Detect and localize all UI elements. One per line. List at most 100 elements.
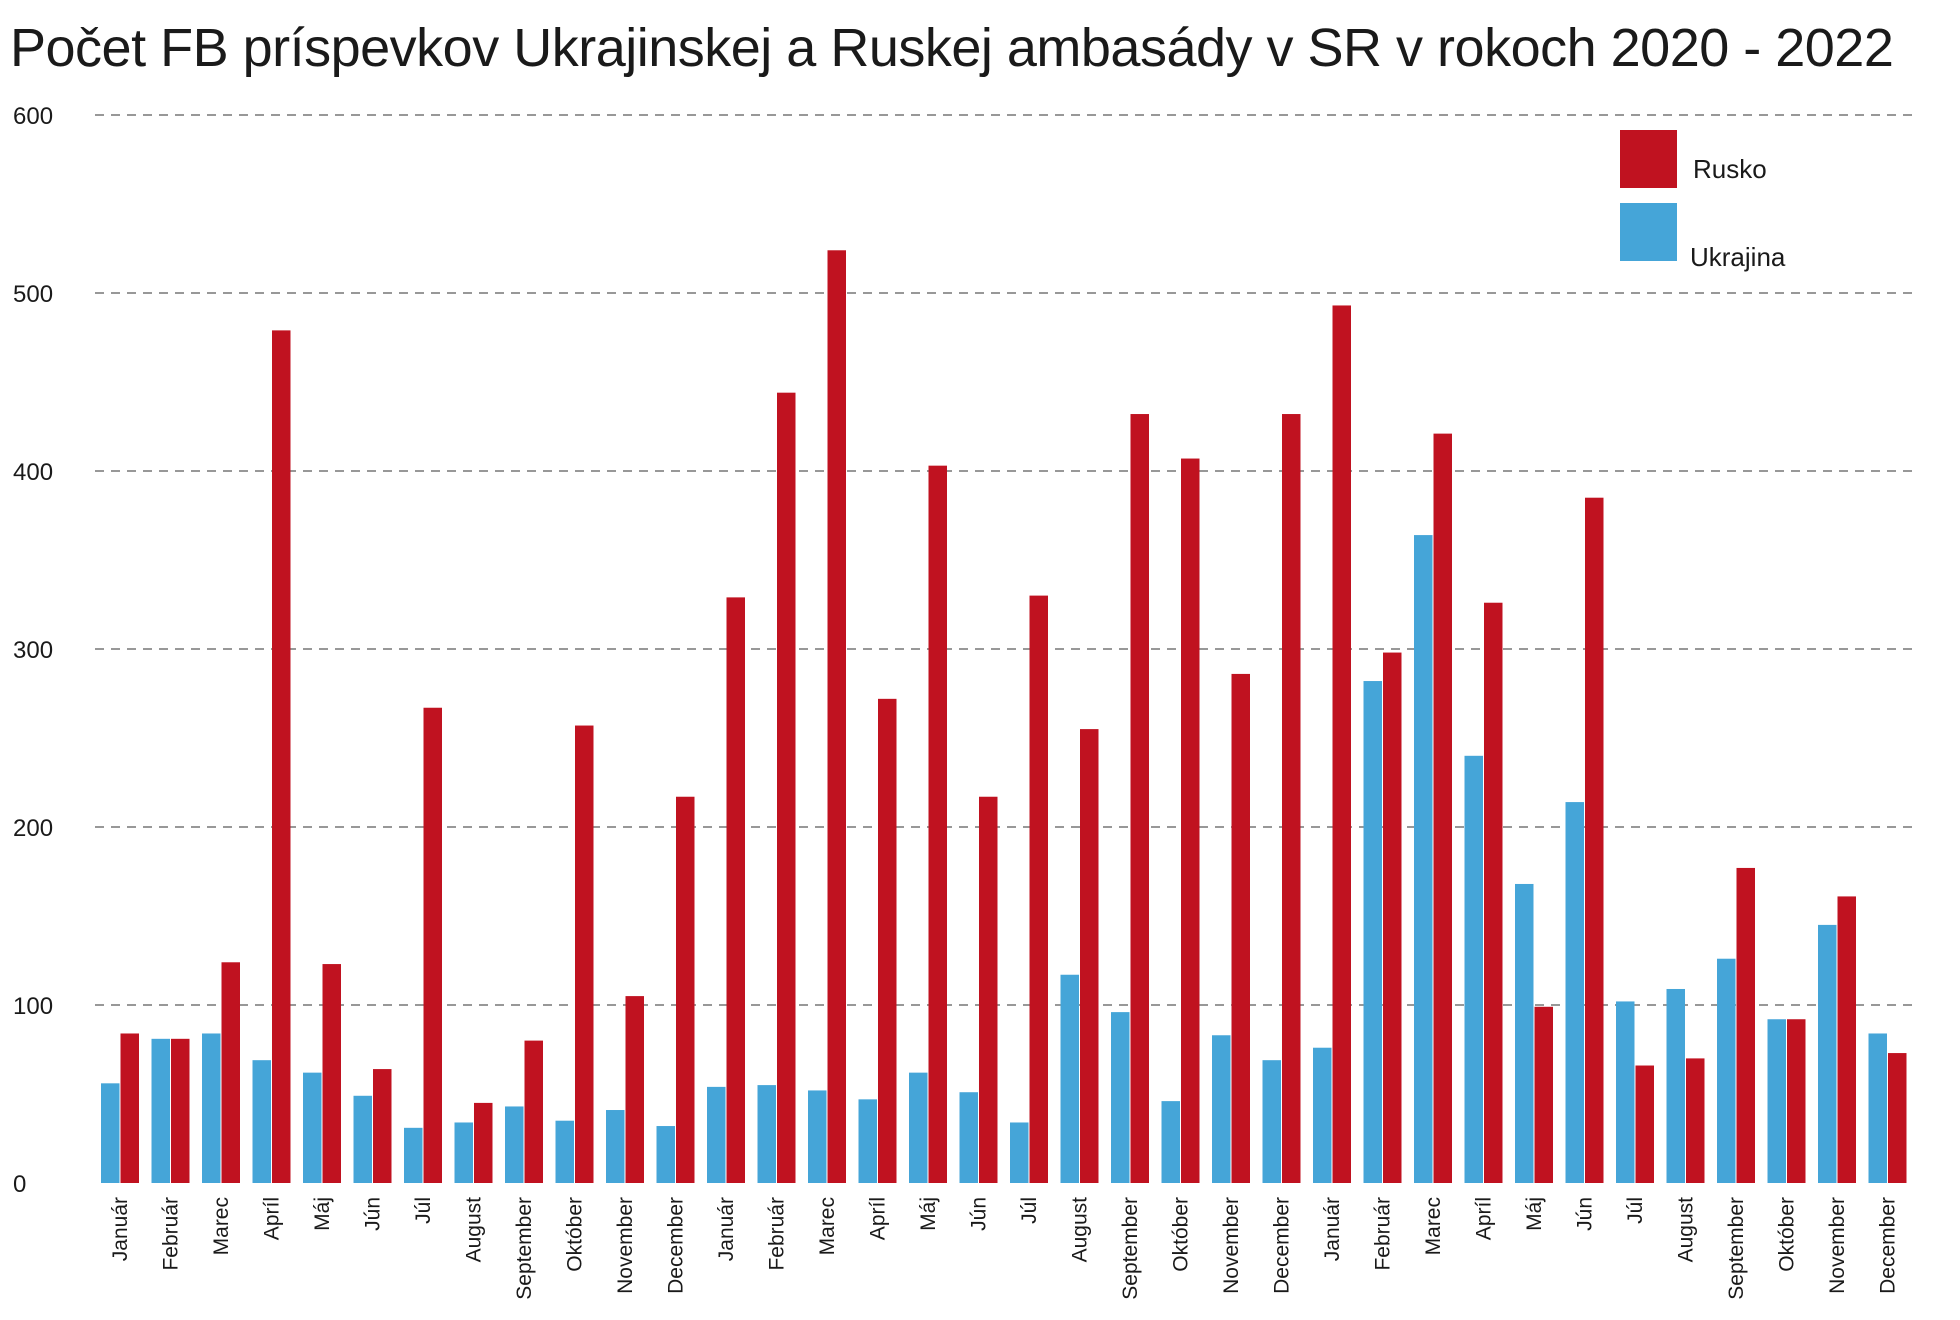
bar-ukrajina	[606, 1110, 625, 1183]
bar-ukrajina	[1464, 755, 1483, 1183]
bar-rusko	[1130, 414, 1149, 1183]
bar-ukrajina	[1414, 535, 1433, 1183]
bar-ukrajina	[858, 1099, 877, 1183]
bar-rusko	[979, 796, 998, 1183]
x-tick-label: September	[1725, 1197, 1748, 1300]
bar-ukrajina	[757, 1085, 776, 1183]
bar-rusko	[1888, 1053, 1907, 1183]
bar-rusko	[1231, 673, 1250, 1183]
bar-rusko	[575, 725, 594, 1183]
y-tick-label: 200	[13, 815, 53, 842]
bar-rusko	[423, 707, 442, 1183]
legend-swatch-ukrajina	[1620, 203, 1677, 261]
y-tick-label: 600	[13, 103, 53, 130]
x-tick-label: Máj	[1523, 1197, 1546, 1231]
legend: Rusko Ukrajina	[1620, 130, 1786, 272]
x-tick-label: Február	[766, 1197, 789, 1271]
x-tick-label: Júl	[1624, 1197, 1647, 1224]
bar-ukrajina	[303, 1072, 322, 1183]
bar-ukrajina	[1161, 1101, 1180, 1183]
legend-label-ukrajina: Ukrajina	[1690, 242, 1786, 272]
bar-rusko	[1534, 1006, 1553, 1183]
x-tick-label: November	[1220, 1197, 1243, 1294]
bar-ukrajina	[1616, 1001, 1635, 1183]
bar-rusko	[1484, 602, 1503, 1183]
y-axis: 0 100 200 300 400 500 600	[13, 103, 53, 1198]
bar-ukrajina	[1717, 958, 1736, 1183]
x-tick-label: Marec	[210, 1197, 233, 1255]
x-tick-label: Január	[109, 1197, 132, 1261]
bar-ukrajina	[202, 1033, 221, 1183]
x-tick-label: Marec	[816, 1197, 839, 1255]
bar-rusko	[1736, 867, 1755, 1183]
bar-ukrajina	[1111, 1012, 1130, 1183]
x-tick-label: September	[1119, 1197, 1142, 1300]
x-tick-label: August	[1069, 1197, 1092, 1263]
x-tick-label: Jún	[362, 1197, 385, 1231]
bar-rusko	[1383, 652, 1402, 1183]
y-tick-label: 500	[13, 281, 53, 308]
x-tick-label: August	[1675, 1197, 1698, 1263]
legend-swatch-rusko	[1620, 130, 1677, 188]
x-tick-label: Apríl	[1473, 1197, 1496, 1240]
bar-rusko	[676, 796, 695, 1183]
bar-rusko	[726, 597, 745, 1183]
x-tick-label: Október	[1170, 1197, 1193, 1272]
x-tick-label: November	[614, 1197, 637, 1294]
y-tick-label: 300	[13, 637, 53, 664]
x-tick-label: Máj	[311, 1197, 334, 1231]
x-tick-label: December	[1271, 1197, 1294, 1294]
bar-ukrajina	[1565, 802, 1584, 1183]
bars	[101, 250, 1907, 1184]
x-tick-label: December	[665, 1197, 688, 1294]
y-tick-label: 400	[13, 459, 53, 486]
x-tick-label: Jún	[1574, 1197, 1597, 1231]
bar-rusko	[1282, 414, 1301, 1183]
bar-ukrajina	[909, 1072, 928, 1183]
bar-rusko	[322, 964, 341, 1183]
bar-ukrajina	[1818, 924, 1837, 1183]
x-tick-label: Júl	[1018, 1197, 1041, 1224]
bar-ukrajina	[959, 1092, 978, 1183]
x-tick-label: Apríl	[867, 1197, 890, 1240]
bar-ukrajina	[1868, 1033, 1887, 1183]
bar-ukrajina	[1010, 1122, 1029, 1183]
bar-ukrajina	[1313, 1047, 1332, 1183]
bar-rusko	[272, 330, 291, 1183]
bar-ukrajina	[1262, 1060, 1281, 1183]
x-tick-label: Február	[1372, 1197, 1395, 1271]
x-tick-label: Marec	[1422, 1197, 1445, 1255]
x-tick-label: November	[1826, 1197, 1849, 1294]
bar-rusko	[524, 1040, 543, 1183]
bar-ukrajina	[404, 1127, 423, 1183]
bar-ukrajina	[1363, 681, 1382, 1183]
legend-label-rusko: Rusko	[1693, 154, 1767, 184]
bar-rusko	[1181, 458, 1200, 1183]
bar-ukrajina	[1212, 1035, 1231, 1183]
bar-rusko	[120, 1033, 139, 1183]
bar-rusko	[1332, 305, 1351, 1184]
bar-rusko	[1080, 729, 1099, 1183]
bar-rusko	[474, 1102, 493, 1183]
bar-rusko	[1585, 497, 1604, 1183]
bar-rusko	[1686, 1058, 1705, 1183]
bar-rusko	[221, 962, 240, 1183]
bar-ukrajina	[1060, 974, 1079, 1183]
bar-ukrajina	[1666, 988, 1685, 1183]
bar-rusko	[1029, 595, 1048, 1183]
bar-rusko	[1787, 1019, 1806, 1183]
bar-rusko	[777, 392, 796, 1183]
bar-ukrajina	[505, 1106, 524, 1183]
bar-ukrajina	[454, 1122, 473, 1183]
bar-rusko	[1635, 1065, 1654, 1183]
x-tick-label: September	[513, 1197, 536, 1300]
x-tick-label: Jún	[968, 1197, 991, 1231]
x-axis: Január Február Marec Apríl Máj Jún Júl August Se…	[109, 1197, 1900, 1300]
x-tick-label: Február	[160, 1197, 183, 1271]
bar-ukrajina	[555, 1120, 574, 1183]
bar-ukrajina	[808, 1090, 827, 1183]
y-tick-label: 100	[13, 993, 53, 1020]
bar-rusko	[373, 1069, 392, 1183]
bar-rusko	[171, 1038, 190, 1183]
bar-ukrajina	[1515, 883, 1534, 1183]
